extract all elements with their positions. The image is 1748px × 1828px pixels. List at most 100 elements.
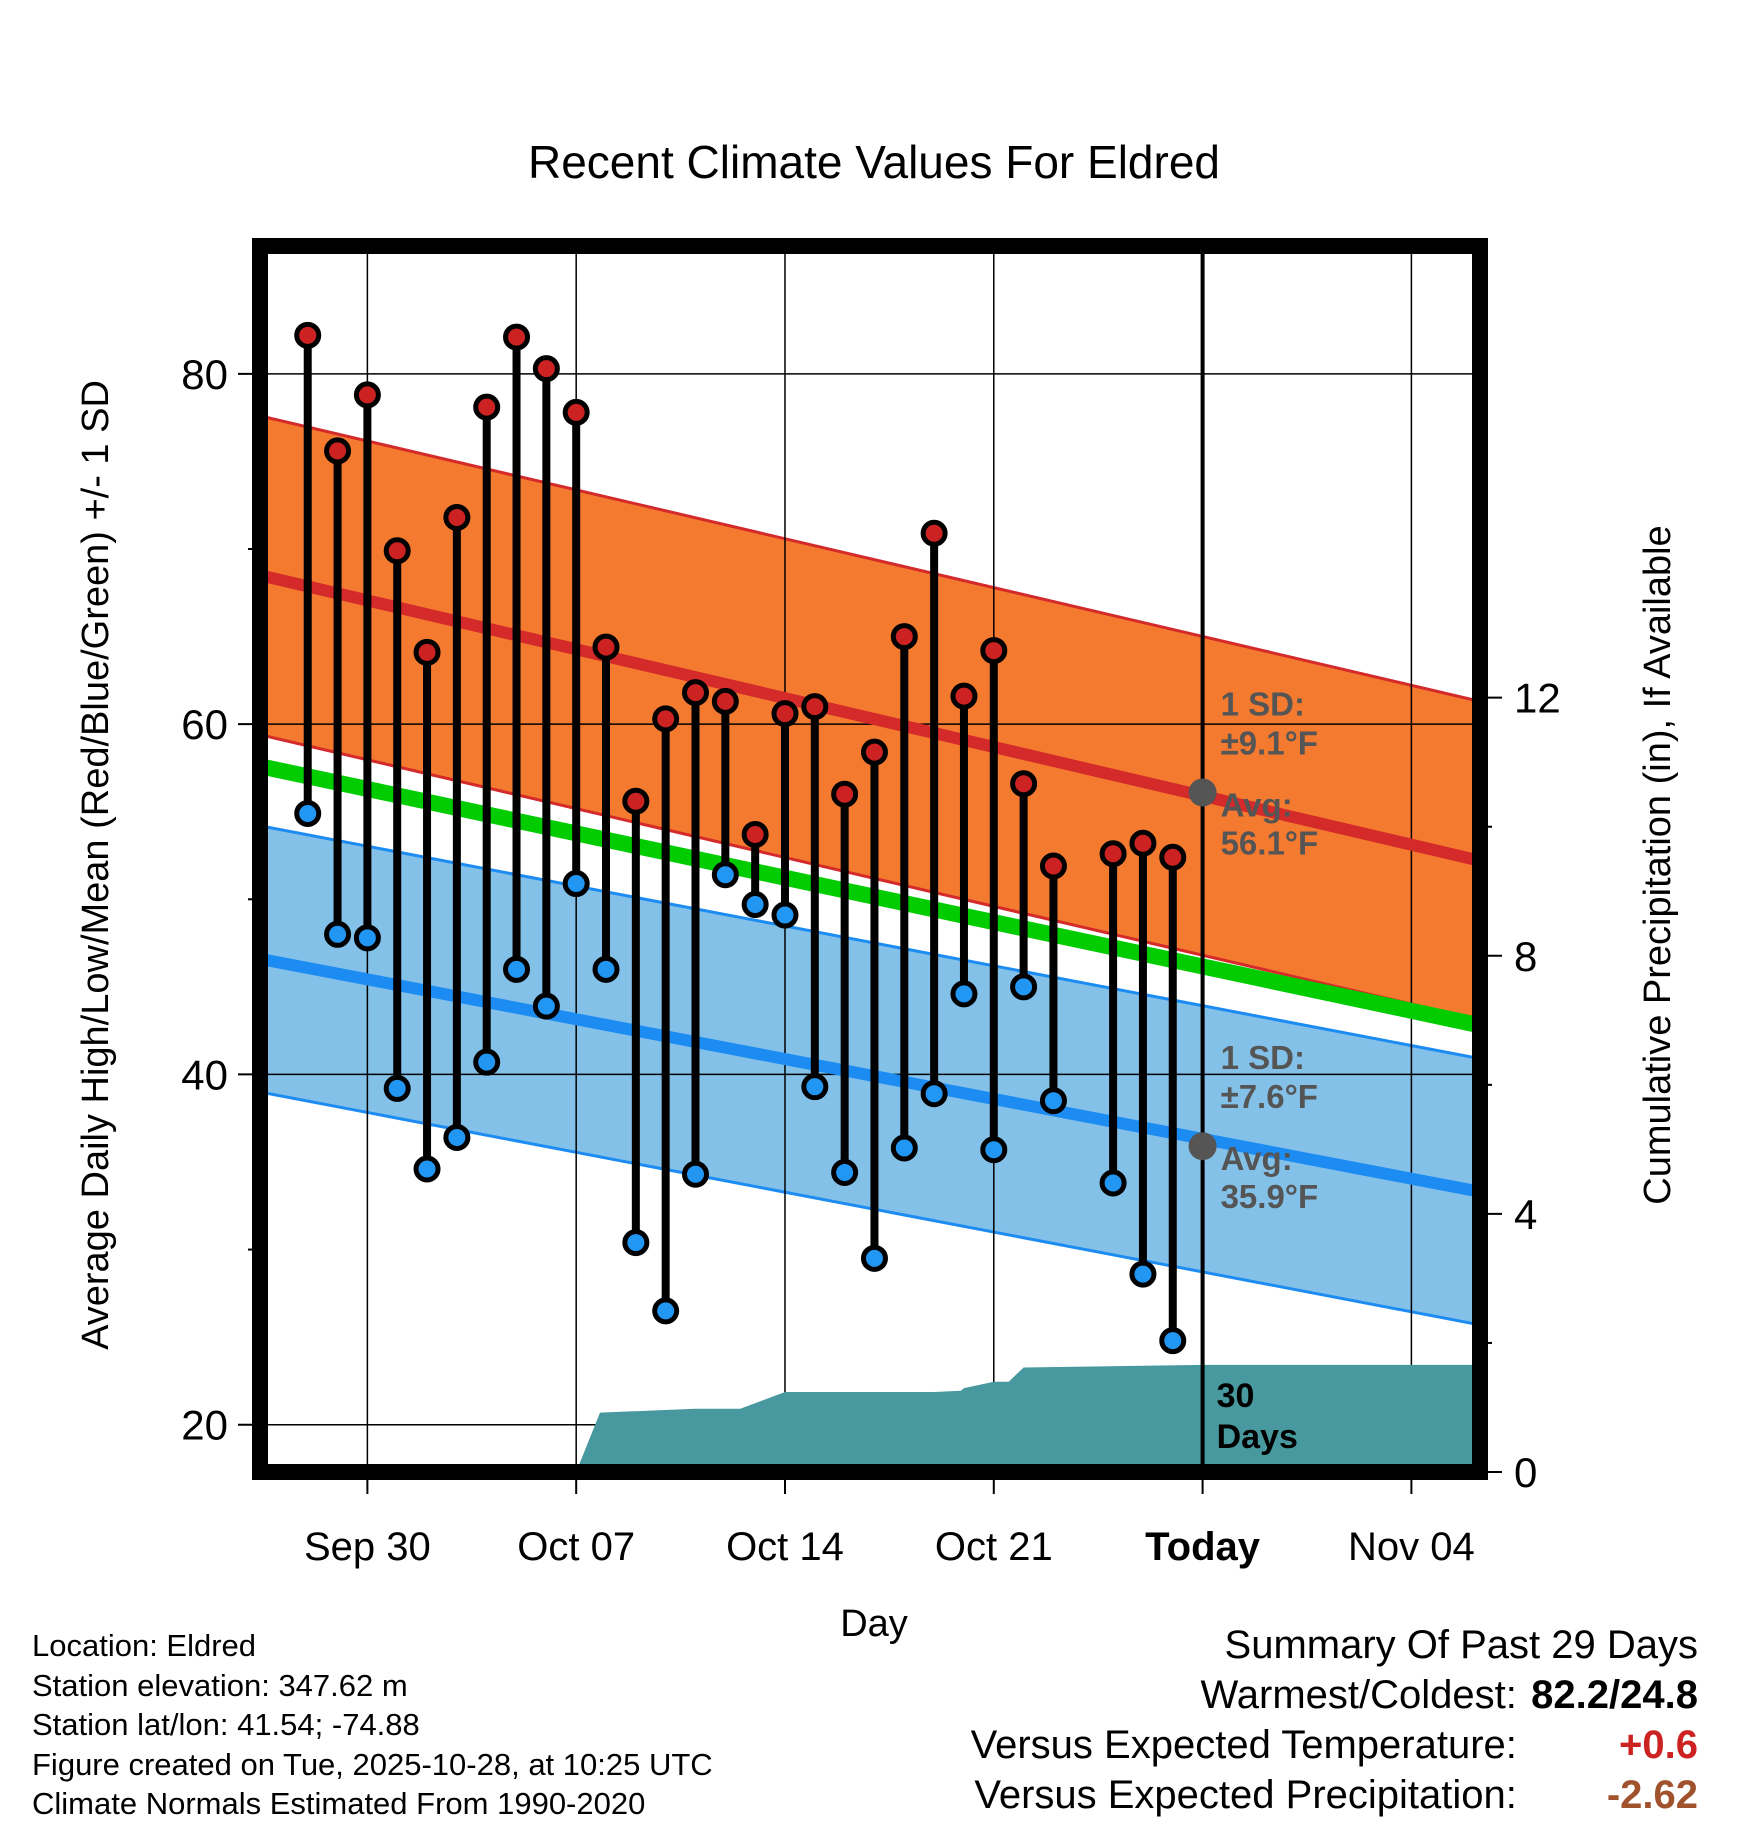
y2-tick-label: 12 [1514,675,1561,722]
high-temp-point [860,738,888,766]
high-temp-point [1010,770,1038,798]
high-temp-point [771,700,799,728]
normals-text: Climate Normals Estimated From 1990-2020 [32,1786,646,1821]
y-tick-label: 20 [181,1402,228,1449]
normal-high-line [260,569,1480,867]
y-tick-label: 80 [181,351,228,398]
high-temp-point [950,682,978,710]
x-tick-label: Oct 21 [935,1525,1053,1569]
x-tick-label: Today [1145,1525,1261,1569]
summary-title: Summary Of Past 29 Days [1224,1623,1698,1667]
high-temp-point [413,638,441,666]
low-temp-point [950,980,978,1008]
high-temp-point [920,519,948,547]
days-count-number: 30 [1217,1377,1255,1415]
low-temp-point [1159,1327,1187,1355]
low-band-upper-edge [260,824,1480,1061]
high-avg-label: Avg: [1221,786,1293,823]
high-temp-point [831,780,859,808]
low-temp-point [503,955,531,983]
high-temp-point [682,679,710,707]
plot-frame [252,238,1488,1480]
y2-tick-label: 4 [1514,1191,1537,1238]
normal-low-line [260,952,1480,1198]
low-temp-point [532,992,560,1020]
low-temp-point [682,1160,710,1188]
high-band-lower-edge [260,733,1480,1022]
low-temp-point [562,870,590,898]
x-axis-label: Day [840,1603,908,1645]
high-temp-point [741,820,769,848]
high-temp-point [980,637,1008,665]
low-temp-point [741,891,769,919]
high-sd-value: ±9.1°F [1221,724,1318,761]
station-info: Location: Eldred Station elevation: 347.… [32,1626,713,1824]
x-tick-label: Oct 07 [517,1525,635,1569]
low-temp-point [771,901,799,929]
high-temp-point [711,687,739,715]
today-avg-high-marker [1188,778,1217,807]
y-tick-label: 40 [181,1051,228,1098]
summary-precip-row: Versus Expected Precipitation: -2.62 [971,1770,1698,1820]
low-temp-point [473,1048,501,1076]
y-tick-label: 60 [181,701,228,748]
high-temp-point [443,503,471,531]
precip-label: Versus Expected Precipitation: [974,1773,1517,1817]
latlon-text: Station lat/lon: 41.54; -74.88 [32,1707,420,1742]
high-temp-point [532,355,560,383]
high-temp-point [652,705,680,733]
low-avg-label: Avg: [1221,1140,1293,1177]
low-temp-point [294,799,322,827]
low-temp-point [980,1136,1008,1164]
location-text: Location: Eldred [32,1628,257,1663]
low-avg-value: 35.9°F [1221,1178,1319,1215]
y2-axis-label: Cumulative Precipitation (in), If Availa… [1637,525,1679,1204]
days-count-word: Days [1217,1418,1298,1456]
low-temp-point [831,1159,859,1187]
low-temp-point [324,920,352,948]
low-temp-point [443,1123,471,1151]
summary-panel: Summary Of Past 29 Days Warmest/Coldest:… [971,1620,1698,1820]
elevation-text: Station elevation: 347.62 m [32,1667,408,1703]
temp-value: +0.6 [1619,1723,1698,1767]
x-tick-label: Oct 14 [726,1525,844,1569]
high-temp-point [562,398,590,426]
warmest-value: 82.2/24.8 [1531,1673,1698,1717]
low-temp-point [890,1134,918,1162]
high-temp-point [383,537,411,565]
summary-temp-row: Versus Expected Temperature: +0.6 [971,1720,1698,1770]
low-temp-point [652,1297,680,1325]
low-temp-point [920,1080,948,1108]
high-temp-point [1129,829,1157,857]
normal-mean-line [260,758,1480,1034]
high-temp-point [1099,840,1127,868]
low-temp-point [711,861,739,889]
high-temp-point [622,787,650,815]
high-sd-label: 1 SD: [1221,685,1305,722]
precip-value: -2.62 [1606,1773,1698,1817]
low-temp-point [1129,1260,1157,1288]
low-temp-point [1010,973,1038,1001]
low-temp-point [413,1155,441,1183]
y2-tick-label: 0 [1514,1449,1537,1496]
summary-warmest-row: Warmest/Coldest: 82.2/24.8 [971,1670,1699,1720]
low-temp-point [1099,1169,1127,1197]
high-temp-point [1039,852,1067,880]
chart-title: Recent Climate Values For Eldred [528,136,1220,188]
low-temp-point [860,1244,888,1272]
high-temp-point [1159,843,1187,871]
x-tick-label: Nov 04 [1348,1525,1475,1569]
high-temp-point [890,623,918,651]
warmest-label: Warmest/Coldest: [1200,1673,1517,1717]
y2-tick-label: 8 [1514,933,1537,980]
low-temp-point [353,924,381,952]
low-temp-point [1039,1087,1067,1115]
y-axis-label: Average Daily High/Low/Mean (Red/Blue/Gr… [75,380,117,1350]
temp-label: Versus Expected Temperature: [970,1723,1517,1767]
x-tick-label: Sep 30 [304,1525,431,1569]
high-temp-point [473,393,501,421]
low-temp-point [801,1073,829,1101]
today-avg-low-marker [1188,1132,1217,1161]
created-text: Figure created on Tue, 2025-10-28, at 10… [32,1746,713,1782]
